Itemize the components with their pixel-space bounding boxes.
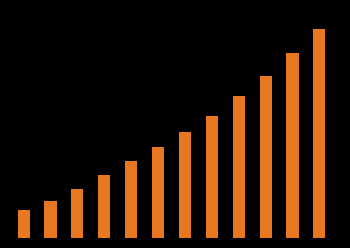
Bar — [98, 175, 110, 238]
Bar — [179, 132, 191, 238]
Bar — [152, 147, 164, 238]
Bar — [260, 76, 272, 238]
Bar — [18, 211, 30, 238]
Bar — [286, 53, 299, 238]
Bar — [313, 29, 326, 238]
Bar — [233, 96, 245, 238]
Bar — [44, 201, 57, 238]
Bar — [71, 189, 83, 238]
Bar — [125, 161, 137, 238]
Bar — [206, 116, 218, 238]
